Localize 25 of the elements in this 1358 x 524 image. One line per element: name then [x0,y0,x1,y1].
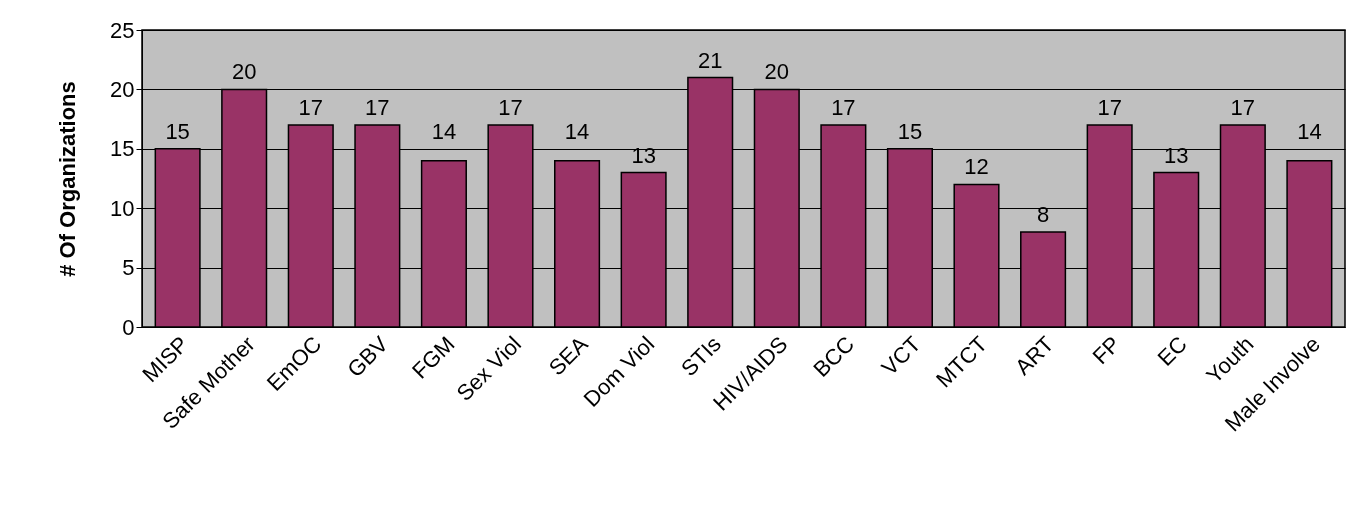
data-label: 14 [431,118,457,144]
data-label: 14 [564,118,590,144]
data-label: 14 [1297,118,1322,144]
data-label: 17 [1230,95,1256,121]
y-tick-label: 25 [110,17,135,43]
data-label: 17 [298,95,324,121]
x-tick-label: VCT [876,331,926,381]
data-label: 20 [764,59,790,85]
x-tick-label: EC [1152,331,1192,371]
data-label: 12 [964,154,989,180]
y-axis-title: # Of Organizations [55,81,81,277]
y-tick-label: 5 [122,255,135,281]
y-tick-label: 0 [122,314,135,340]
x-tick-label: FP [1087,331,1126,369]
y-tick-label: 10 [110,195,135,221]
data-label: 15 [897,118,923,144]
data-label: 17 [831,95,856,121]
data-label: 17 [1097,95,1122,121]
y-tick-label: 15 [110,136,135,162]
y-tick-label: 20 [110,76,135,102]
data-label: 17 [498,95,523,121]
data-label: 17 [365,95,390,121]
data-label: 20 [231,59,257,85]
data-label: 15 [165,118,190,144]
data-label: 21 [697,47,723,73]
